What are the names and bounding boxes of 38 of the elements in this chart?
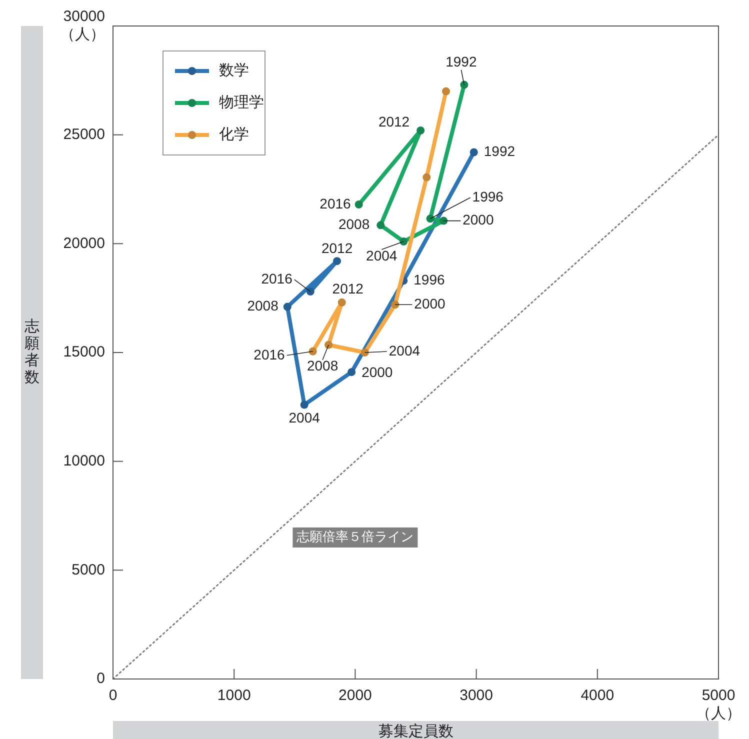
- legend-label: 化学: [219, 126, 249, 144]
- legend-label: 物理学: [219, 94, 264, 112]
- annotation: 2000: [362, 364, 393, 380]
- annotation: 1996: [472, 188, 504, 204]
- annotation: 2016: [254, 346, 286, 362]
- annotation: 2012: [321, 240, 353, 256]
- y-tick-label: 15000: [63, 344, 105, 361]
- annotation: 2004: [288, 410, 320, 426]
- annotation: 2008: [247, 298, 279, 314]
- x-tick-label: 0: [108, 687, 118, 704]
- y-tick-label: 0: [96, 670, 105, 688]
- annotation: 1996: [414, 272, 445, 288]
- annotation: 2008: [306, 358, 338, 374]
- annotation: 2000: [462, 212, 494, 228]
- annotation: 1992: [446, 54, 477, 70]
- series-label: 志願倍率５倍ライン: [296, 529, 414, 544]
- annotation: 2000: [414, 295, 446, 312]
- y-tick-label: 30000 （人）: [60, 8, 105, 44]
- legend-label: 数学: [219, 62, 249, 80]
- x-tick-label: 2000: [338, 687, 372, 704]
- y-axis-title: 志願者数: [24, 318, 40, 386]
- annotation: 2008: [338, 216, 370, 232]
- y-tick-label: 5000: [72, 561, 105, 578]
- x-tick-label: 5000 （人）: [696, 687, 741, 722]
- annotation: 2004: [388, 342, 420, 358]
- annotation: 2016: [261, 270, 293, 286]
- x-axis-title: 募集定員数: [378, 723, 454, 739]
- x-tick-label: 4000: [580, 687, 614, 704]
- annotation: 2004: [366, 247, 398, 264]
- y-tick-label: 25000: [63, 126, 105, 143]
- annotation: 1992: [484, 143, 516, 160]
- x-tick-label: 3000: [460, 687, 493, 704]
- y-tick-label: 10000: [63, 452, 105, 470]
- annotation: 2016: [320, 195, 352, 212]
- x-tick-label: 1000: [217, 687, 251, 704]
- y-tick-label: 20000: [63, 234, 105, 252]
- annotation: 2012: [378, 113, 410, 130]
- annotation: 2012: [332, 280, 364, 296]
